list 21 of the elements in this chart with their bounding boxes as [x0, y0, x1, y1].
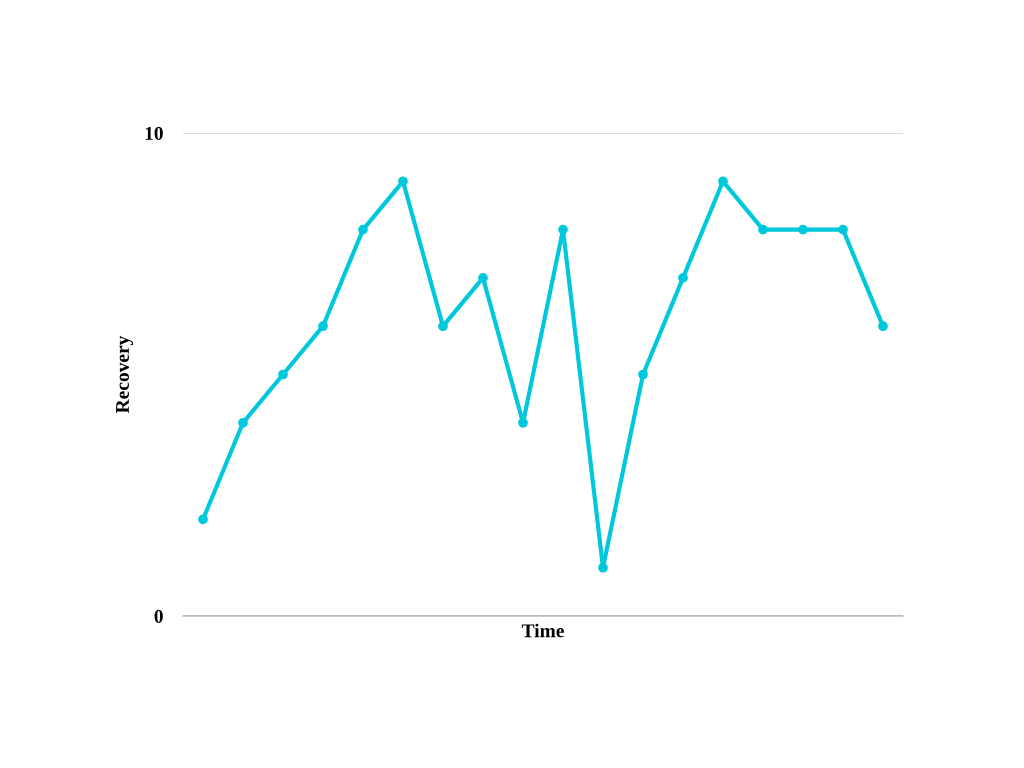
point [558, 224, 568, 235]
point [278, 369, 288, 380]
point [878, 321, 888, 332]
point [798, 224, 808, 235]
point [318, 321, 328, 332]
y-axis-title: Recovery [116, 335, 133, 414]
y-tick-label: 0 [154, 609, 163, 623]
point [638, 369, 648, 380]
point [198, 514, 208, 525]
point [758, 224, 768, 235]
point [358, 224, 368, 235]
y-tick-label: 10 [145, 126, 163, 140]
x-axis-title: Time [521, 623, 564, 638]
point [438, 321, 448, 332]
point [598, 562, 608, 573]
point [478, 273, 488, 283]
point [238, 417, 248, 428]
point [678, 273, 688, 283]
point [398, 176, 408, 187]
point [718, 176, 728, 187]
point [838, 224, 848, 235]
